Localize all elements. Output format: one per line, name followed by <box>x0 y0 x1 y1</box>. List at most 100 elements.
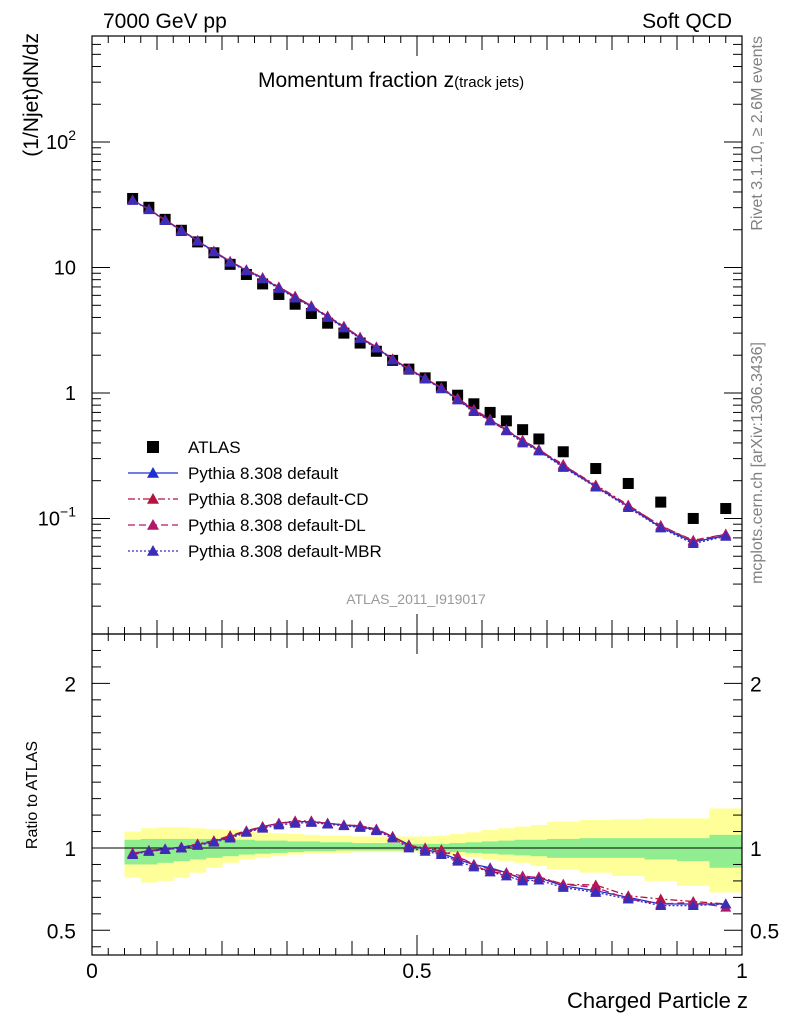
main-series-0-point <box>257 278 269 290</box>
main-series-4-point <box>419 373 431 384</box>
main-y-tick-label: 10 <box>54 258 76 280</box>
main-series-4-point <box>435 383 447 394</box>
legend-marker <box>147 441 159 453</box>
ratio-series-3-point <box>159 844 171 855</box>
main-series-0-point <box>655 496 667 508</box>
ratio-y-tick-label-left: 0.5 <box>47 920 76 943</box>
ratio-series-3-point <box>273 819 285 830</box>
legend-marker <box>147 493 159 504</box>
main-series-4-point <box>338 322 350 333</box>
main-series-4-point <box>257 273 269 284</box>
main-y-axis-label: (1/Njet)dN/dz <box>20 33 43 157</box>
x-tick-label: 1 <box>736 960 748 983</box>
ratio-y-tick-label-left: 1 <box>64 838 76 861</box>
ratio-panel: 0.5 0.51 12 20 0.5 1 <box>47 633 779 983</box>
main-series-4-point <box>370 342 382 353</box>
ratio-inner-band <box>270 840 288 853</box>
header-left: 7000 GeV pp <box>103 10 227 33</box>
main-series-4-point <box>322 311 334 322</box>
main-y-tick-label: 1 <box>65 383 76 405</box>
ratio-inner-band <box>384 843 402 851</box>
ratio-series-3-point <box>240 826 252 837</box>
ratio-series-3-point <box>175 842 187 853</box>
ratio-series-2-line <box>132 821 726 908</box>
ratio-inner-band <box>319 842 337 852</box>
ratio-series-3-point <box>208 836 220 847</box>
ratio-frame <box>91 633 743 956</box>
ratio-y-tick-label-right: 0.5 <box>750 920 779 943</box>
main-series-0-point <box>305 308 317 320</box>
mcplots-label: mcplots.cern.ch [arXiv:1306.3436] <box>749 342 766 584</box>
main-series-4-point <box>175 225 187 235</box>
main-series-4-point <box>468 406 480 417</box>
main-series-0-point <box>500 415 512 427</box>
ratio-y-tick-label-left: 2 <box>64 673 76 696</box>
header-right: Soft QCD <box>642 10 732 33</box>
ratio-series-3-point <box>143 845 155 856</box>
ratio-series-3-point <box>322 818 334 829</box>
ratio-series-3-point <box>224 832 236 843</box>
legend-label: Pythia 8.308 default-MBR <box>188 542 382 561</box>
main-series-4-point <box>622 502 634 513</box>
main-series-0-point <box>273 288 285 300</box>
main-series-4-point <box>590 481 602 492</box>
main-title: Momentum fraction z(track jets) <box>258 69 524 92</box>
main-series-4-point <box>500 425 512 436</box>
main-series-4-point <box>517 437 529 448</box>
legend: ATLAS Pythia 8.308 default Pythia 8.308 de… <box>128 438 382 561</box>
ratio-series-3-point <box>257 822 269 833</box>
main-series-4-point <box>687 538 699 549</box>
main-panel: 10−1 1 10 102 <box>38 35 743 635</box>
ratio-y-tick-label-right: 2 <box>750 673 762 696</box>
legend-marker <box>147 519 159 530</box>
ratio-series-3-point <box>557 882 569 892</box>
legend-marker <box>147 545 159 556</box>
main-series-4-point <box>208 246 220 257</box>
ratio-inner-band <box>644 838 678 860</box>
main-series-0-point <box>720 503 732 515</box>
title-text: Momentum fraction z <box>258 69 454 92</box>
ratio-series-3-point <box>468 861 480 872</box>
main-series-4-point <box>127 195 139 205</box>
main-series-0-point <box>338 327 350 339</box>
ratio-inner-band <box>677 838 710 862</box>
main-series-4-point <box>273 283 285 293</box>
ratio-series-3-point <box>419 845 431 856</box>
main-y-tick-label: 102 <box>46 127 76 154</box>
ratio-series-3-point <box>452 855 464 866</box>
ratio-series-3-line <box>132 821 726 907</box>
ratio-series-3-point <box>127 849 139 859</box>
ratio-y-axis-label: Ratio to ATLAS <box>24 741 41 849</box>
main-series-0-point <box>322 317 334 329</box>
main-series-0-point <box>590 463 602 475</box>
main-series-4-point <box>452 394 464 405</box>
ratio-inner-band <box>368 843 385 851</box>
main-series-4-point <box>354 332 366 343</box>
ratio-series-3-point <box>517 875 529 886</box>
main-series-4-point <box>484 415 496 426</box>
ratio-series-3-point <box>370 825 382 836</box>
main-series-0-point <box>517 424 529 436</box>
ratio-inner-band <box>287 841 304 853</box>
main-series-4-point <box>224 256 236 267</box>
main-series-4-point <box>192 235 204 246</box>
ratio-series-3-point <box>622 893 634 904</box>
main-series-4-point <box>289 292 301 303</box>
main-series-0-point <box>687 512 699 524</box>
rivet-label: Rivet 3.1.10, ≥ 2.6M events <box>749 36 766 231</box>
main-series-4-point <box>403 364 415 375</box>
main-series-0-point <box>484 406 496 418</box>
ratio-series-3-point <box>403 842 415 853</box>
main-y-tick-label: 10−1 <box>38 503 76 530</box>
x-tick-label: 0 <box>86 960 98 983</box>
legend-label: ATLAS <box>188 438 241 457</box>
ratio-series-3-point <box>590 886 602 897</box>
ratio-inner-band <box>303 841 320 852</box>
ratio-inner-band <box>352 843 369 851</box>
main-series-4-point <box>143 204 155 215</box>
ratio-series-3-point <box>305 816 317 827</box>
ratio-series-3-point <box>289 817 301 828</box>
ratio-series-3-point <box>484 866 496 877</box>
main-series-4-point <box>655 522 667 533</box>
